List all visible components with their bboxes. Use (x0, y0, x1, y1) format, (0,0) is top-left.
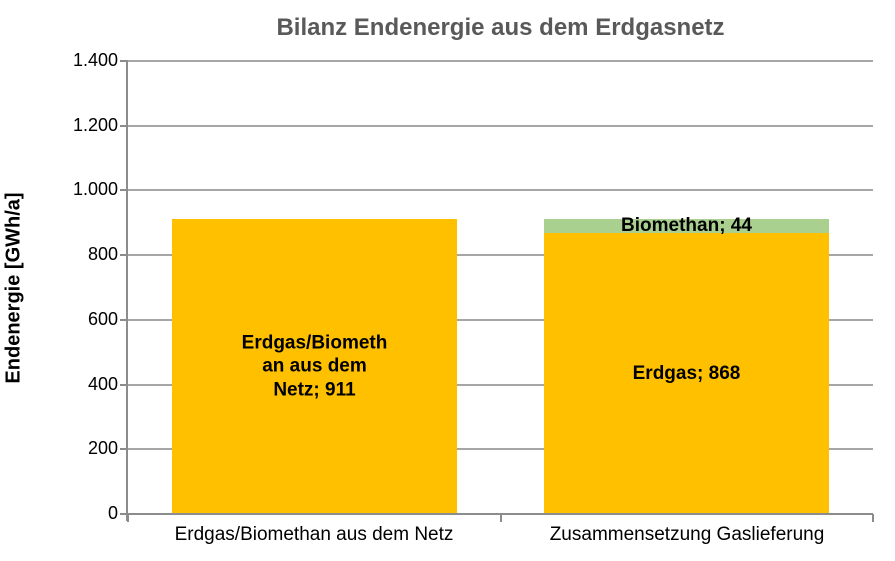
y-tick-label-600: 600 (87, 308, 118, 329)
data-label-biomethan: Biomethan; 44 (621, 215, 752, 237)
data-label-erdgas: Erdgas; 868 (632, 362, 741, 384)
gridline-1000 (128, 189, 873, 192)
y-tick-mark-0 (120, 513, 128, 515)
category-label-zusammensetzung-gaslieferung: Zusammensetzung Gaslieferung (549, 524, 825, 545)
bar-segment-erdgas (544, 233, 829, 514)
y-tick-label-1400: 1.400 (72, 50, 118, 70)
y-tick-label-800: 800 (87, 244, 118, 265)
y-tick-label-200: 200 (87, 438, 118, 459)
chart-title: Bilanz Endenergie aus dem Erdgasnetz (276, 14, 725, 41)
x-tick-mark-1 (499, 514, 502, 522)
bar-segment-erdgas-biomethan-aus-dem-netz (172, 219, 457, 514)
y-tick-mark-1200 (120, 124, 128, 127)
y-tick-mark-200 (120, 448, 128, 451)
y-tick-label-1200: 1.200 (72, 114, 118, 135)
gridline-800 (128, 254, 873, 257)
y-tick-mark-800 (120, 254, 128, 257)
x-tick-mark-0 (127, 514, 129, 522)
category-label-erdgas-biomethan-aus-dem-netz: Erdgas/Biomethan aus dem Netz (174, 524, 454, 545)
gridline-600 (128, 318, 873, 321)
y-axis-title-text: Endenergie [GWh/a] (2, 192, 25, 384)
y-axis-line (126, 61, 128, 521)
gridline-1400 (128, 60, 873, 62)
plot-area: Erdgas/Biometh an aus dem Netz; 911 Erdga… (128, 60, 873, 514)
gridline-1200 (128, 124, 873, 127)
gridline-200 (128, 448, 873, 451)
bar-segment-biomethan (544, 218, 829, 234)
x-tick-mark-2 (872, 514, 874, 522)
y-tick-mark-1400 (120, 60, 128, 62)
gridline-400 (128, 383, 873, 386)
y-tick-mark-400 (120, 383, 128, 386)
y-tick-label-1000: 1.000 (72, 179, 118, 200)
y-tick-label-0: 0 (107, 503, 118, 523)
y-tick-label-400: 400 (87, 373, 118, 394)
data-label-erdgas-biomethan-aus-dem-netz: Erdgas/Biometh an aus dem Netz; 911 (241, 331, 388, 401)
y-tick-mark-1000 (120, 189, 128, 192)
y-tick-mark-600 (120, 318, 128, 321)
